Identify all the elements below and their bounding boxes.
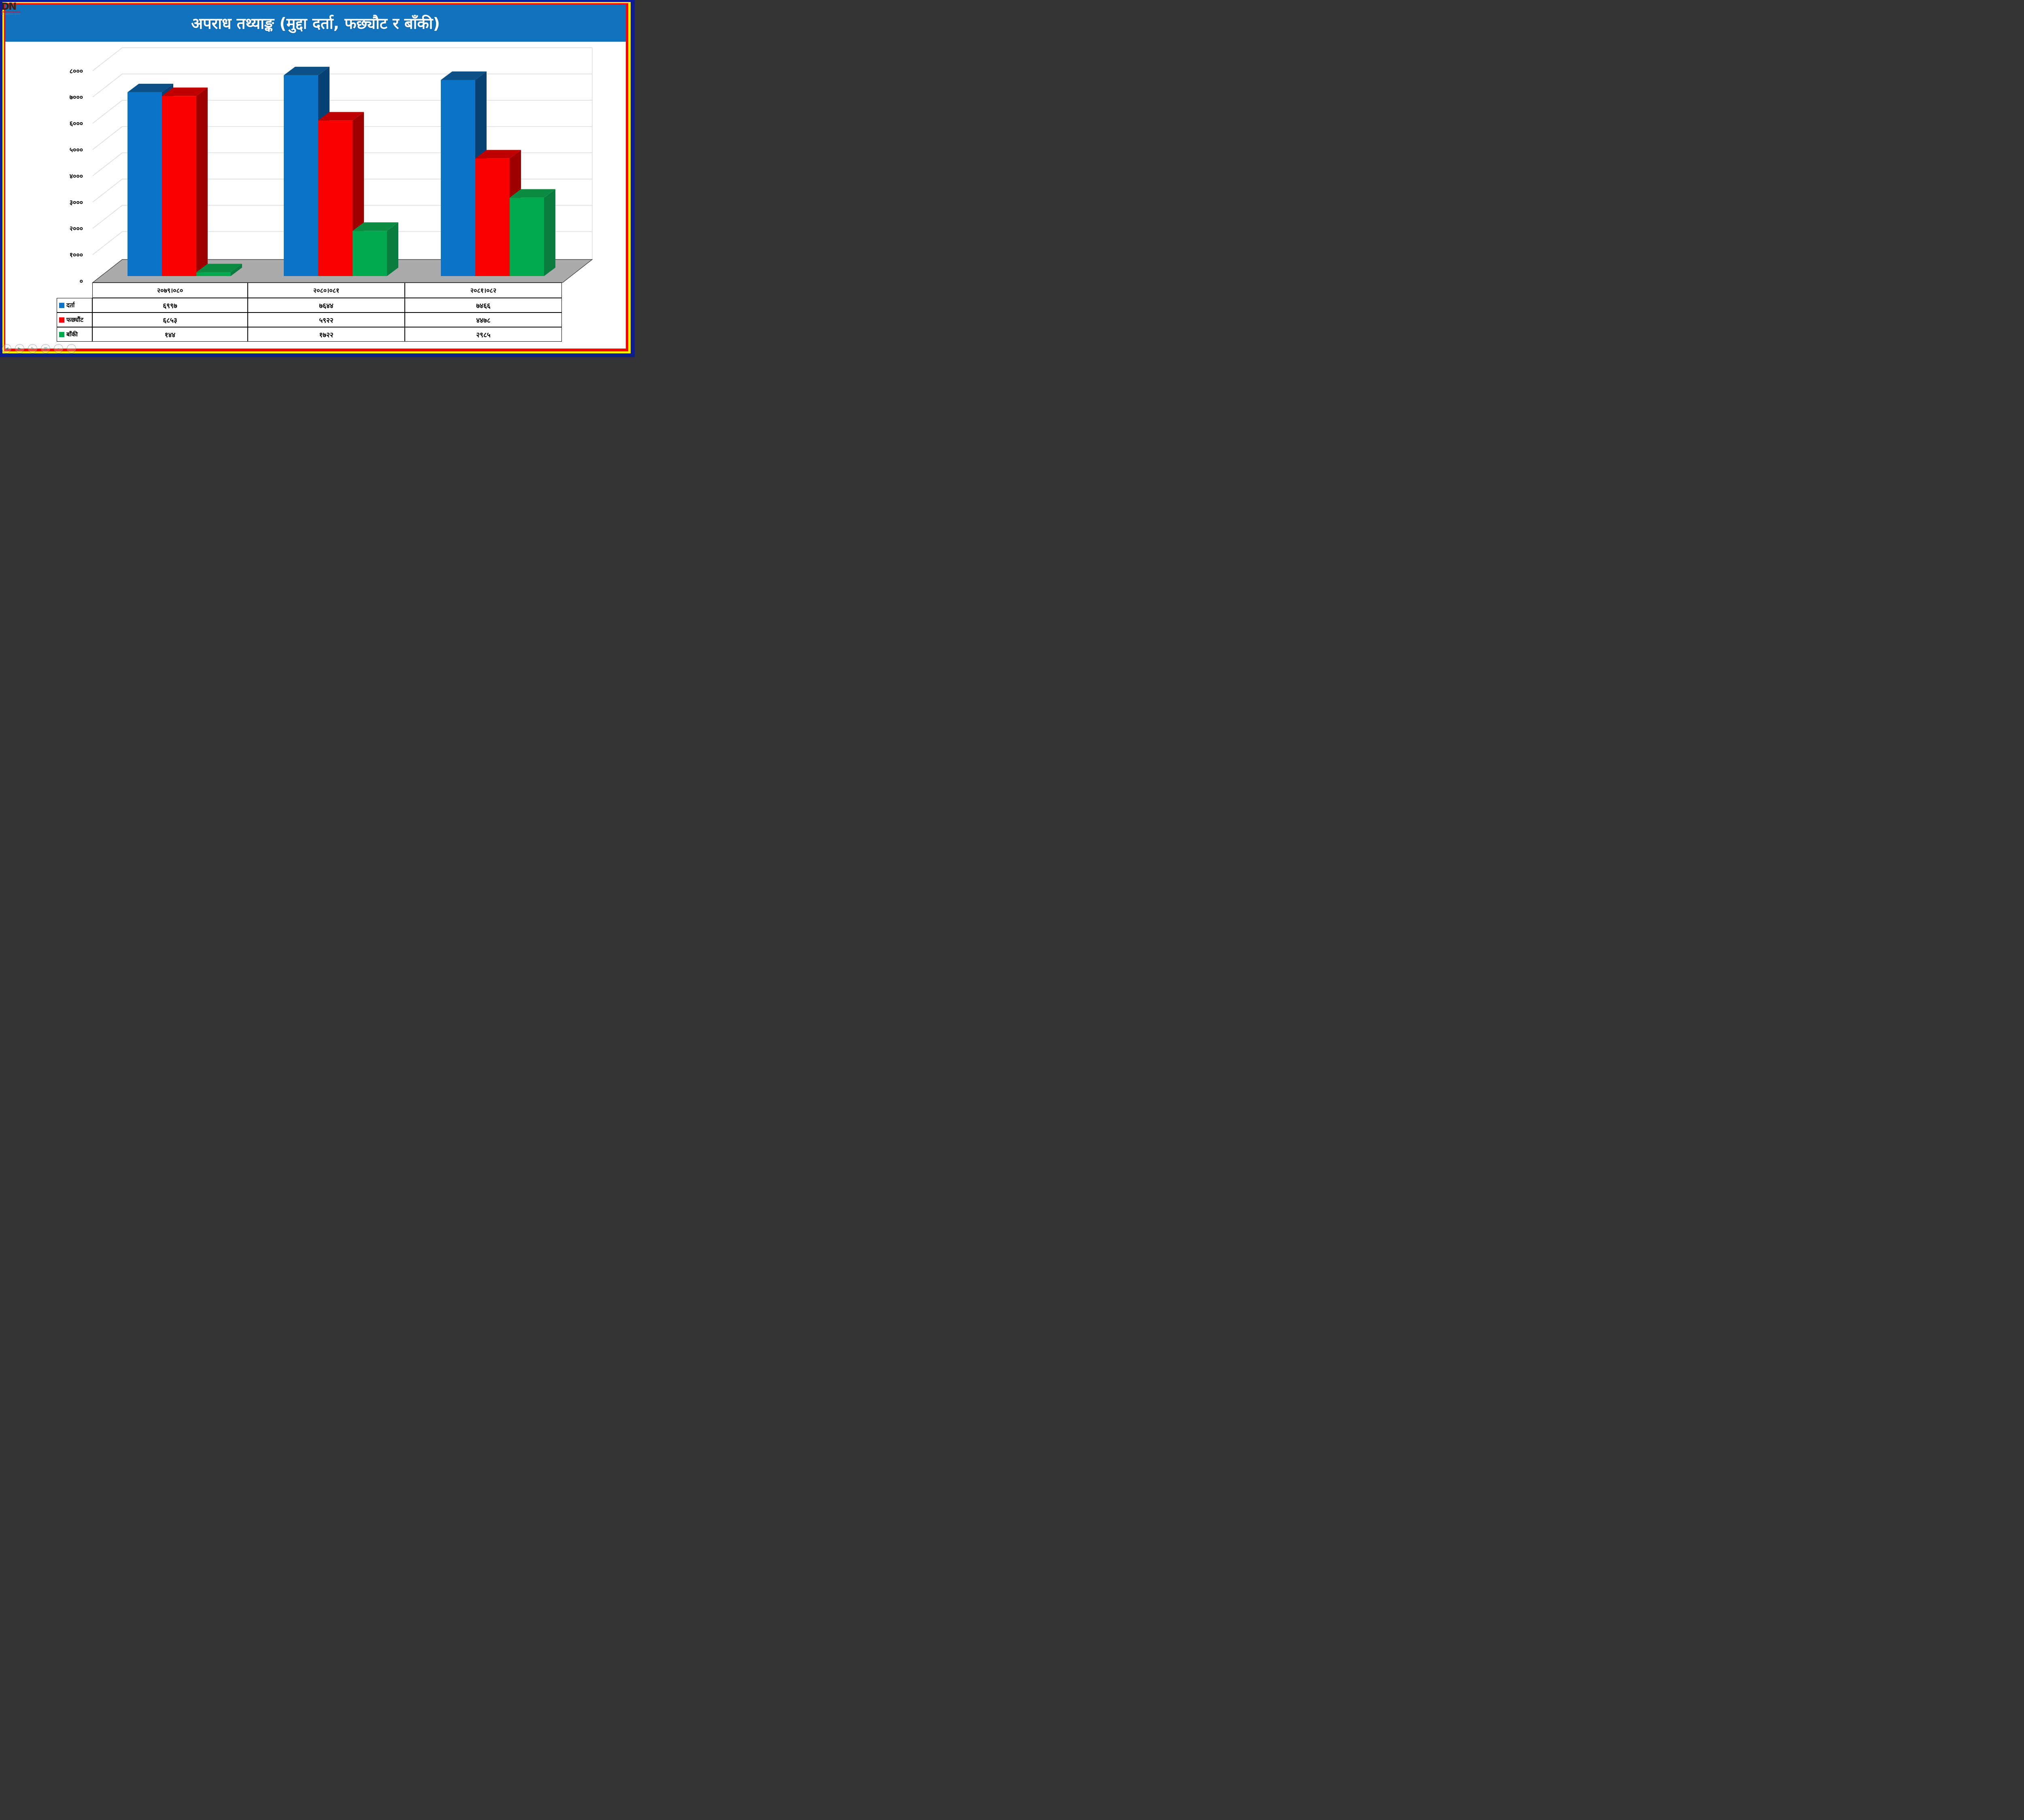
table-value-banki-2081/082: २९८५ <box>405 327 562 342</box>
bar-top-face <box>353 222 398 231</box>
table-value-darta-2081/082: ७४६६ <box>405 298 562 313</box>
y-axis-tick-1000: १००० <box>70 251 83 259</box>
bar-top-face <box>284 66 330 75</box>
next-slide-icon[interactable]: ▶ <box>15 344 24 353</box>
table-value-fachyaut-2079/080: ६८५३ <box>92 313 248 327</box>
bar-banki-2080/081 <box>353 222 398 276</box>
table-value-darta-2079/080: ६९९७ <box>92 298 248 313</box>
show-all-slides-icon[interactable]: ⊞ <box>41 344 50 353</box>
slide-canvas: अपराध तथ्याङ्क (मुद्दा दर्ता, फछ्यौट र ब… <box>0 0 635 357</box>
table-year-header-2080/081: २०८०।०८१ <box>248 283 405 298</box>
presenter-controls: ◀ ▶ ✎ ⊞ ⌕ ⋯ <box>2 344 76 353</box>
bar-front-face <box>128 92 162 276</box>
bar-front-face <box>353 231 387 276</box>
legend-item-banki: बाँकी <box>57 327 92 342</box>
legend-item-darta: दर्ता <box>57 298 92 313</box>
gridline-6000 <box>92 100 592 124</box>
table-value-banki-2079/080: १४४ <box>92 327 248 342</box>
logo-tagline: EMPOWERING YOUTH <box>1 13 21 15</box>
y-axis-tick-4000: ४००० <box>70 172 83 180</box>
bar-front-face <box>441 80 475 276</box>
bar-darta-2081/082 <box>441 71 487 276</box>
gridline-7000 <box>92 74 592 98</box>
table-value-banki-2080/081: १७२२ <box>248 327 405 342</box>
gridline-4000 <box>92 152 592 176</box>
bar-front-face <box>475 158 510 276</box>
table-year-header-2081/082: २०८१।०८२ <box>405 283 562 298</box>
title-bar: अपराध तथ्याङ्क (मुद्दा दर्ता, फछ्यौट र ब… <box>5 4 626 42</box>
bar-top-face <box>196 264 242 272</box>
bar-front-face <box>162 96 196 276</box>
legend-label-fachyaut: फछ्यौंट <box>66 316 83 323</box>
legend-swatch-icon-darta <box>59 302 64 308</box>
bar-front-face <box>318 120 353 276</box>
bar-banki-2079/080 <box>196 264 242 276</box>
previous-slide-icon[interactable]: ◀ <box>2 344 11 353</box>
bar-side-face <box>387 222 398 276</box>
daimik-nepalgunj-logo: DN DAIMIKNEPALGUNJ EMPOWERING YOUTH <box>1 2 21 22</box>
y-axis-tick-8000: ८००० <box>70 67 83 75</box>
gridline-8000 <box>92 47 592 71</box>
gridline-1000 <box>92 231 592 255</box>
gridline-2000 <box>92 205 592 229</box>
more-options-icon[interactable]: ⋯ <box>67 344 76 353</box>
y-axis-tick-5000: ५००० <box>70 146 83 154</box>
legend-item-fachyaut: फछ्यौंट <box>57 313 92 327</box>
y-axis-tick-3000: ३००० <box>70 198 83 206</box>
y-axis-tick-7000: ७००० <box>70 94 83 101</box>
zoom-icon[interactable]: ⌕ <box>54 344 63 353</box>
pen-icon[interactable]: ✎ <box>28 344 37 353</box>
table-year-header-2079/080: २०७९।०८० <box>92 283 248 298</box>
bar-top-face <box>510 189 555 198</box>
bar-top-face <box>318 112 364 121</box>
bar-fachyaut-2081/082 <box>475 150 521 276</box>
bar-side-face <box>544 189 555 276</box>
y-axis-tick-2000: २००० <box>70 225 83 232</box>
bar-top-face <box>162 87 208 96</box>
legend-swatch-icon-fachyaut <box>59 317 64 323</box>
bar-front-face <box>284 75 318 276</box>
table-value-fachyaut-2081/082: ४४७८ <box>405 313 562 327</box>
logo-wordmark: DAIMIKNEPALGUNJ <box>1 11 21 13</box>
y-axis-tick-0: ० <box>80 277 83 285</box>
bar-top-face <box>475 150 521 159</box>
table-value-fachyaut-2080/081: ५९२२ <box>248 313 405 327</box>
bar-top-face <box>441 71 487 80</box>
table-value-darta-2080/081: ७६४४ <box>248 298 405 313</box>
page-title: अपराध तथ्याङ्क (मुद्दा दर्ता, फछ्यौट र ब… <box>191 15 440 32</box>
y-axis-tick-6000: ६००० <box>70 120 83 128</box>
gridline-5000 <box>92 126 592 150</box>
bar-side-face <box>196 87 208 276</box>
bar-front-face <box>510 198 544 276</box>
bar-fachyaut-2079/080 <box>162 87 208 276</box>
bar-front-face <box>196 272 231 276</box>
gridline-3000 <box>92 179 592 202</box>
bar-banki-2081/082 <box>510 189 555 276</box>
bar-top-face <box>128 83 173 92</box>
logo-monogram: DN <box>1 1 17 12</box>
bar-side-face <box>231 264 242 276</box>
bar-fachyaut-2080/081 <box>318 112 364 276</box>
legend-label-banki: बाँकी <box>66 331 78 338</box>
legend-swatch-icon-banki <box>59 332 64 337</box>
legend-label-darta: दर्ता <box>66 302 75 309</box>
crime-statistics-3d-bar-chart: ० १००० २००० ३००० ४००० ५००० ६००० ७००० ८००० <box>70 47 593 285</box>
